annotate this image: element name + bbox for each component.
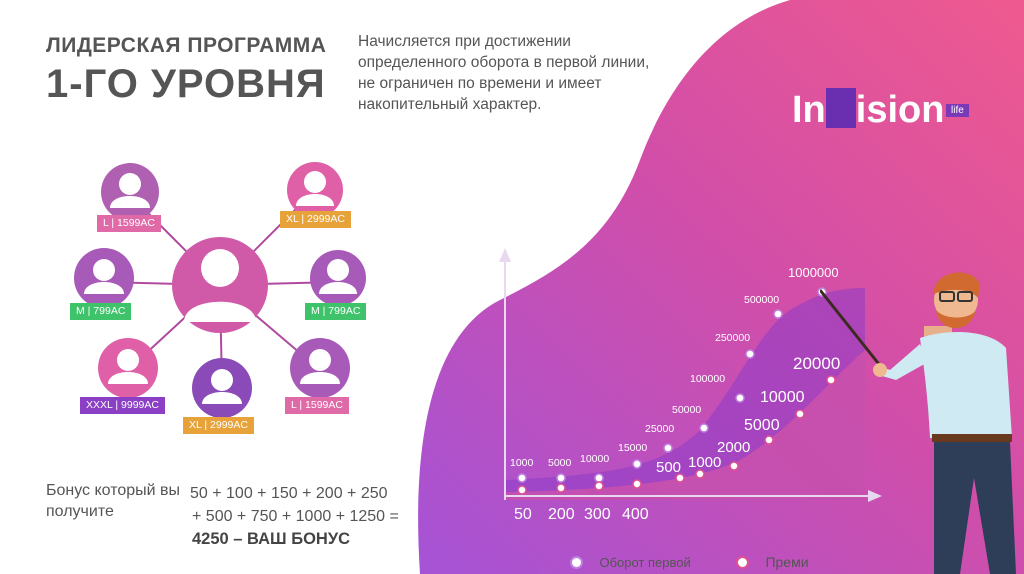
turnover-point <box>745 349 755 359</box>
legend-dot-icon <box>572 558 581 568</box>
bonus-total: 4250 – ВАШ БОНУС <box>192 530 351 548</box>
avatar-node <box>310 250 366 306</box>
avatar-node <box>192 358 252 418</box>
bonus-point <box>517 485 527 495</box>
legend-turnover: Оборот первой <box>572 554 691 572</box>
logo-prefix: In <box>792 89 826 131</box>
bonus-formula-line2: + 500 + 750 + 1000 + 1250 = <box>192 508 399 525</box>
description-text: Начисляется при достижении определенного… <box>358 33 650 113</box>
bonus-point <box>729 461 739 471</box>
bonus-point <box>695 469 705 479</box>
turnover-label: 10000 <box>580 453 609 465</box>
bonus-label: 2000 <box>717 439 750 456</box>
bonus-point <box>632 479 642 489</box>
turnover-label: 25000 <box>645 423 674 435</box>
logo-v-icon <box>825 88 856 128</box>
axis-label: 400 <box>622 506 649 523</box>
bonus-point <box>556 483 566 493</box>
node-badge: L | 1599AC <box>285 397 349 414</box>
bonus-point <box>826 375 836 385</box>
bonus-label: 1000 <box>688 454 721 471</box>
invision-logo: In ision <box>792 88 944 132</box>
logo-suffix: ision <box>855 89 945 131</box>
turnover-label: 50000 <box>672 404 701 416</box>
legend-bonus: Преми <box>738 554 809 572</box>
bonus-label: 10000 <box>760 389 805 406</box>
bonus-label: 500 <box>656 459 681 476</box>
title-line1: ЛИДЕРСКАЯ ПРОГРАММА <box>46 34 327 57</box>
turnover-label: 1000000 <box>788 265 839 280</box>
avatar-node <box>287 162 343 218</box>
logo-life-badge: life <box>946 104 969 117</box>
turnover-point <box>556 473 566 483</box>
legend-label: Преми <box>765 554 809 570</box>
turnover-label: 15000 <box>618 442 647 454</box>
node-badge: M | 799AC <box>305 303 367 320</box>
turnover-point <box>663 443 673 453</box>
x-axis-arrow-icon <box>868 490 882 502</box>
turnover-point <box>773 309 783 319</box>
turnover-point <box>594 473 604 483</box>
bonus-point <box>675 473 685 483</box>
node-badge: L | 1599AC <box>97 215 161 232</box>
y-axis-arrow-icon <box>499 248 511 262</box>
presenter-illustration <box>820 272 1016 574</box>
axis-label: 50 <box>514 506 532 523</box>
turnover-label: 1000 <box>510 457 534 469</box>
legend-dot-icon <box>738 558 747 568</box>
turnover-point <box>632 459 642 469</box>
turnover-point <box>699 423 709 433</box>
node-badge: XL | 2999AC <box>280 211 351 228</box>
bonus-label: Бонус который вы получите <box>46 482 181 520</box>
bonus-area <box>505 350 865 500</box>
title-line2: 1-ГО УРОВНЯ <box>46 62 326 106</box>
bonus-label: 20000 <box>793 354 840 373</box>
bonus-point <box>764 435 774 445</box>
turnover-label: 100000 <box>690 373 725 385</box>
node-badge: M | 799AC <box>70 303 132 320</box>
node-badge: XXXL | 9999AC <box>80 397 165 414</box>
avatar-node <box>101 163 159 221</box>
bonus-formula-line1: 50 + 100 + 150 + 200 + 250 <box>190 485 388 502</box>
turnover-point <box>517 473 527 483</box>
bonus-point <box>594 481 604 491</box>
turnover-label: 500000 <box>744 294 779 306</box>
avatar-node <box>74 248 134 308</box>
turnover-label: 5000 <box>548 457 572 469</box>
turnover-point <box>735 393 745 403</box>
node-badge: XL | 2999AC <box>183 417 254 434</box>
center-avatar <box>172 237 268 333</box>
avatar-node <box>98 338 158 398</box>
bonus-label: 5000 <box>744 417 780 434</box>
axis-label: 200 <box>548 506 575 523</box>
legend-label: Оборот первой <box>599 555 691 570</box>
bonus-point <box>795 409 805 419</box>
axis-label: 300 <box>584 506 611 523</box>
network-diagram <box>74 162 366 418</box>
avatar-node <box>290 338 350 398</box>
turnover-label: 250000 <box>715 332 750 344</box>
